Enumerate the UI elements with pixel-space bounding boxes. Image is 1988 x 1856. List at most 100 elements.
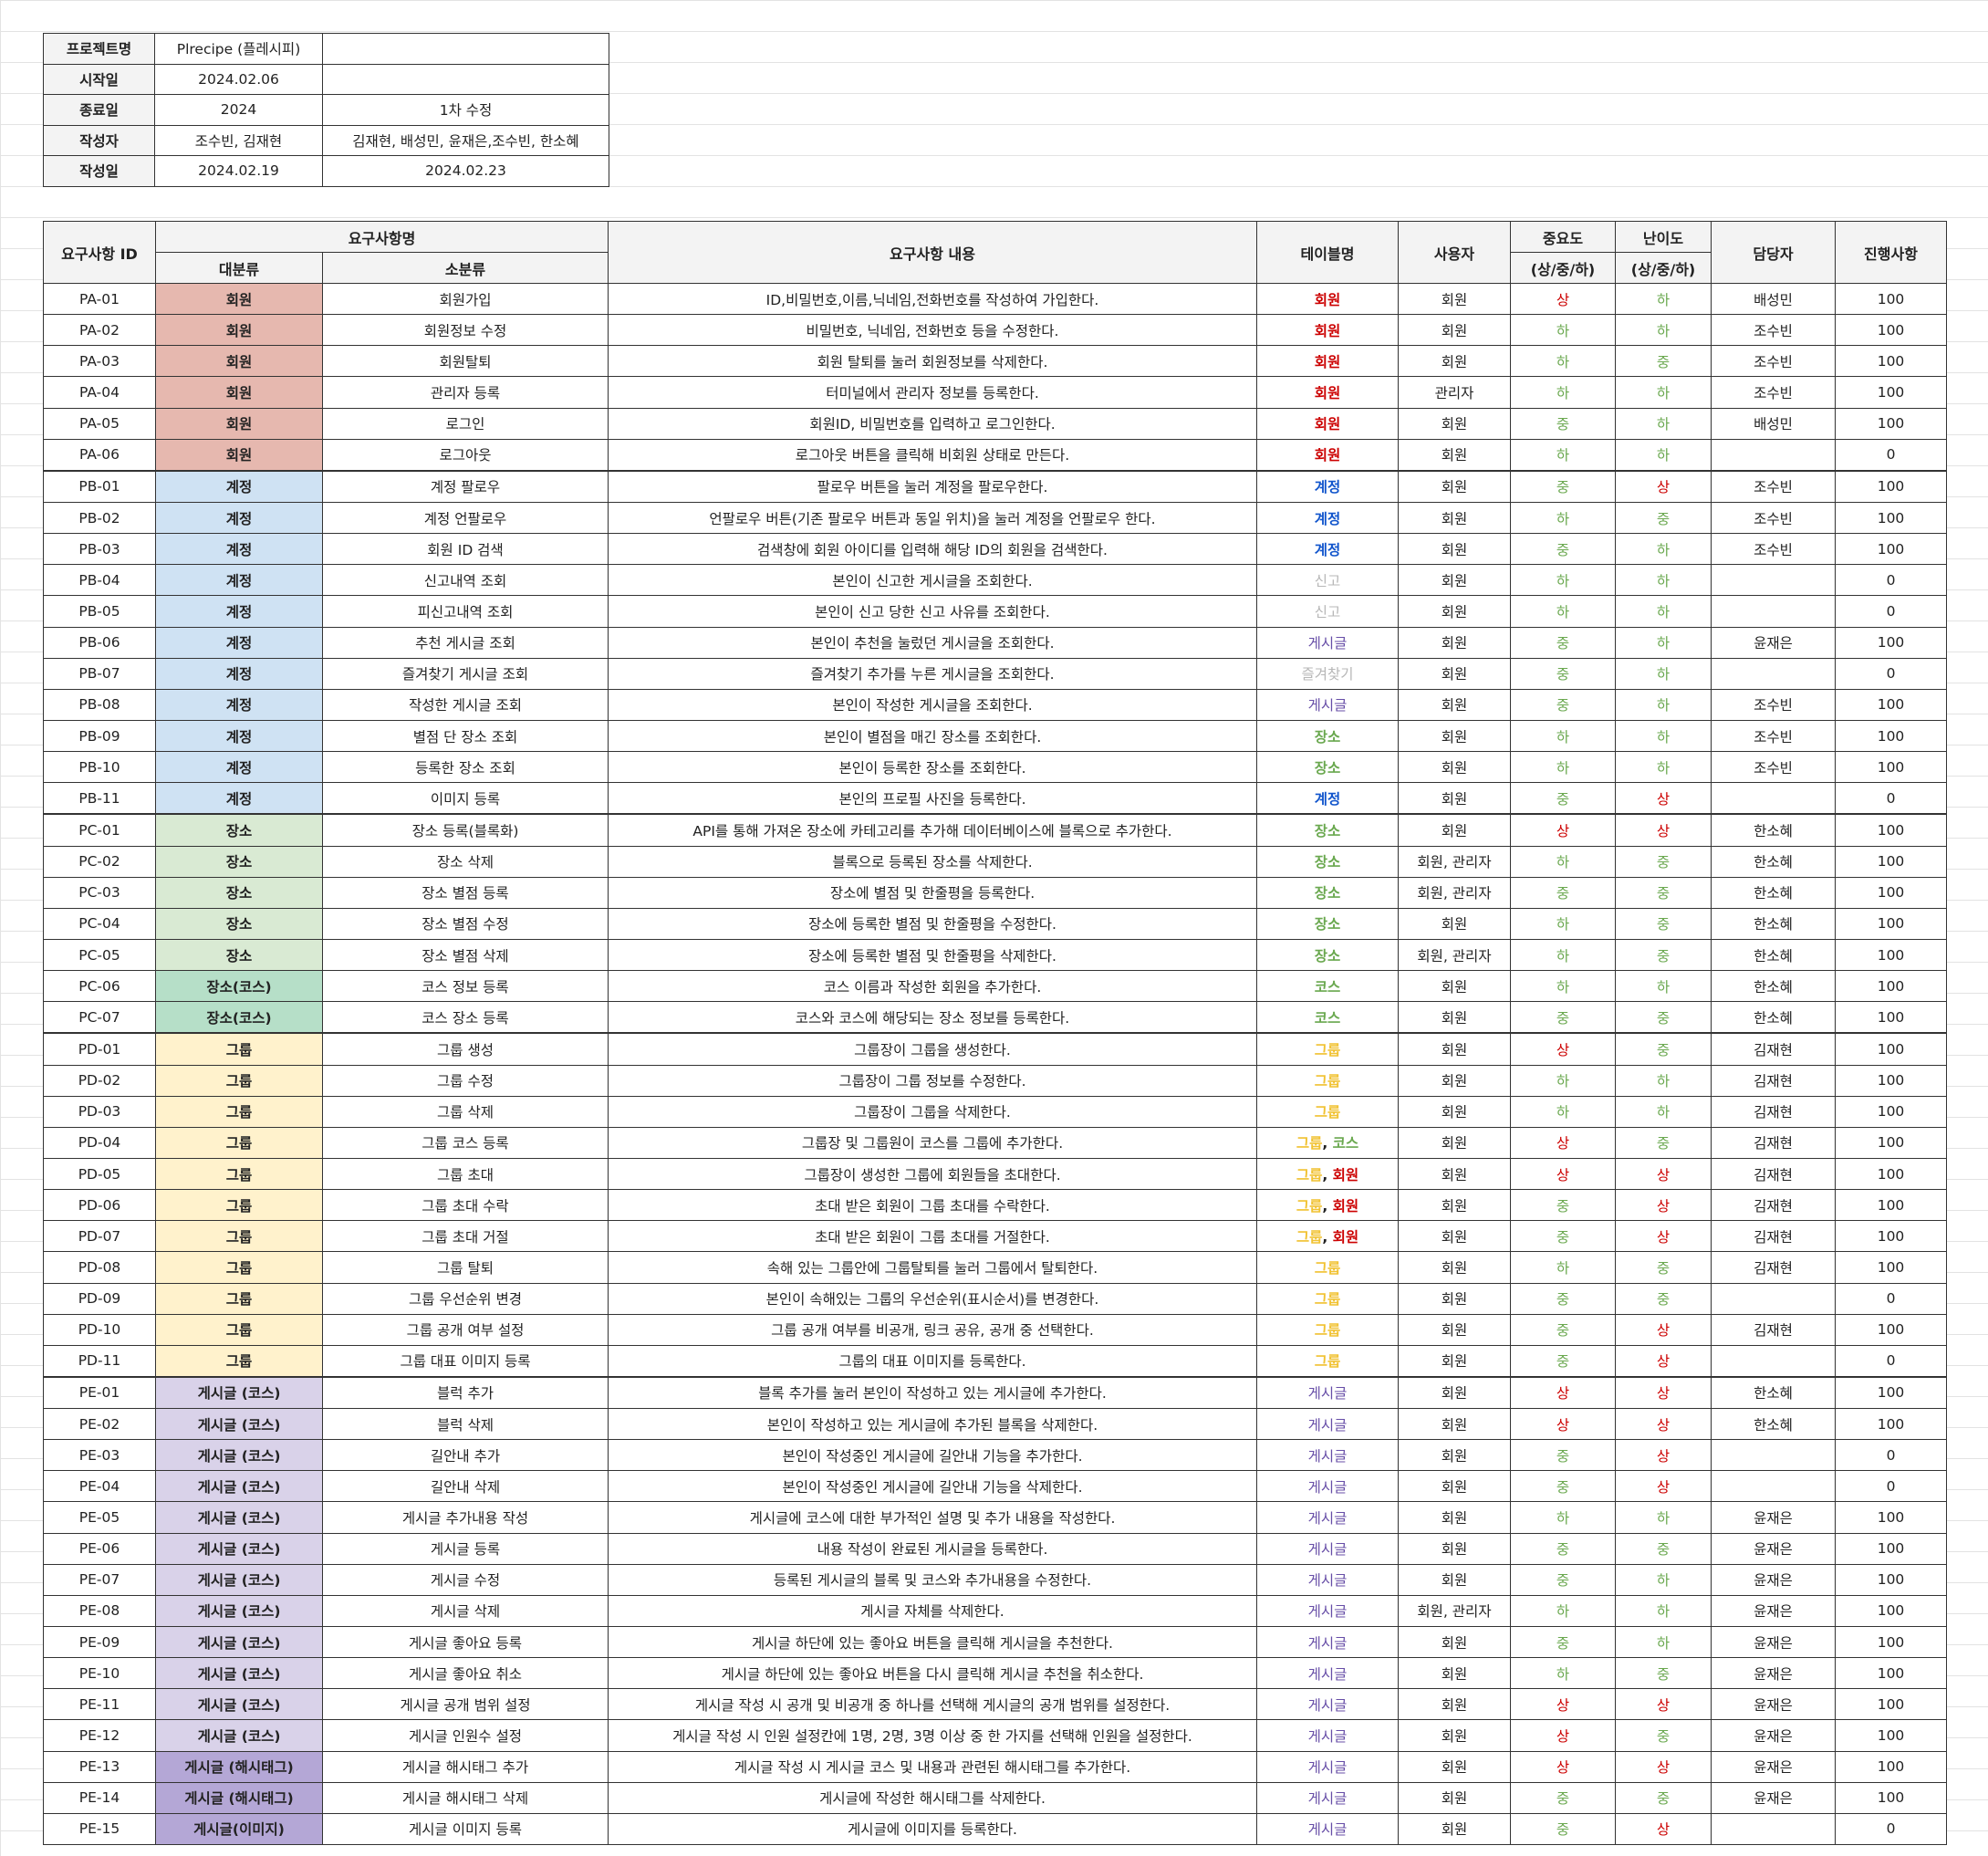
- category-cell[interactable]: 장소: [155, 845, 323, 878]
- importance-cell[interactable]: 중: [1510, 1563, 1616, 1596]
- subcategory-cell[interactable]: 피신고내역 조회: [322, 595, 609, 628]
- table-name-cell[interactable]: 신고: [1256, 564, 1399, 597]
- user-cell[interactable]: 회원: [1398, 688, 1511, 721]
- category-cell[interactable]: 게시글 (코스): [155, 1657, 323, 1690]
- category-cell[interactable]: 장소: [155, 876, 323, 909]
- subcategory-cell[interactable]: 그룹 초대: [322, 1157, 609, 1191]
- requirement-content[interactable]: 등록된 게시글의 블록 및 코스와 추가내용을 수정한다.: [608, 1563, 1257, 1596]
- progress-cell[interactable]: 0: [1835, 564, 1947, 597]
- requirement-id[interactable]: PB-02: [43, 501, 156, 535]
- requirement-id[interactable]: PD-08: [43, 1251, 156, 1284]
- difficulty-cell[interactable]: 중: [1615, 1251, 1712, 1284]
- owner-cell[interactable]: 윤재은: [1711, 1781, 1836, 1814]
- requirement-id[interactable]: PD-10: [43, 1313, 156, 1346]
- requirement-content[interactable]: 게시글 작성 시 인원 설정칸에 1명, 2명, 3명 이상 중 한 가지를 선…: [608, 1719, 1257, 1752]
- category-cell[interactable]: 회원: [155, 282, 323, 316]
- importance-cell[interactable]: 중: [1510, 782, 1616, 815]
- category-cell[interactable]: 게시글 (코스): [155, 1501, 323, 1534]
- subcategory-cell[interactable]: 장소 삭제: [322, 845, 609, 878]
- table-name-cell[interactable]: 그룹: [1256, 1064, 1399, 1097]
- progress-cell[interactable]: 100: [1835, 1032, 1947, 1066]
- subcategory-cell[interactable]: 길안내 추가: [322, 1439, 609, 1472]
- importance-cell[interactable]: 하: [1510, 1501, 1616, 1534]
- requirement-id[interactable]: PB-04: [43, 564, 156, 597]
- user-cell[interactable]: 회원: [1398, 1157, 1511, 1191]
- requirement-content[interactable]: 내용 작성이 완료된 게시글을 등록한다.: [608, 1532, 1257, 1565]
- importance-cell[interactable]: 하: [1510, 1251, 1616, 1284]
- subcategory-cell[interactable]: 그룹 대표 이미지 등록: [322, 1344, 609, 1378]
- progress-cell[interactable]: 100: [1835, 1375, 1947, 1410]
- subcategory-cell[interactable]: 즐겨찾기 게시글 조회: [322, 657, 609, 690]
- user-cell[interactable]: 회원: [1398, 1439, 1511, 1472]
- category-cell[interactable]: 계정: [155, 469, 323, 503]
- user-cell[interactable]: 회원: [1398, 1719, 1511, 1752]
- importance-cell[interactable]: 상: [1510, 1719, 1616, 1752]
- subcategory-cell[interactable]: 계정 언팔로우: [322, 501, 609, 535]
- requirement-id[interactable]: PC-06: [43, 970, 156, 1003]
- importance-cell[interactable]: 상: [1510, 813, 1616, 847]
- importance-cell[interactable]: 상: [1510, 1375, 1616, 1410]
- requirement-content[interactable]: 장소에 별점 및 한줄평을 등록한다.: [608, 876, 1257, 909]
- category-cell[interactable]: 회원: [155, 314, 323, 347]
- user-cell[interactable]: 회원: [1398, 1189, 1511, 1222]
- table-name-cell[interactable]: 그룹: [1256, 1032, 1399, 1066]
- progress-cell[interactable]: 100: [1835, 282, 1947, 316]
- user-cell[interactable]: 회원: [1398, 1251, 1511, 1284]
- owner-cell[interactable]: 조수빈: [1711, 688, 1836, 721]
- category-cell[interactable]: 계정: [155, 688, 323, 721]
- category-cell[interactable]: 게시글 (코스): [155, 1470, 323, 1503]
- importance-cell[interactable]: 상: [1510, 1750, 1616, 1783]
- progress-cell[interactable]: 100: [1835, 1157, 1947, 1191]
- user-cell[interactable]: 회원: [1398, 813, 1511, 847]
- category-cell[interactable]: 그룹: [155, 1157, 323, 1191]
- user-cell[interactable]: 관리자: [1398, 376, 1511, 409]
- category-cell[interactable]: 장소: [155, 813, 323, 847]
- category-cell[interactable]: 계정: [155, 533, 323, 566]
- owner-cell[interactable]: 한소혜: [1711, 907, 1836, 940]
- subcategory-cell[interactable]: 게시글 공개 범위 설정: [322, 1688, 609, 1721]
- importance-cell[interactable]: 하: [1510, 376, 1616, 409]
- owner-cell[interactable]: 윤재은: [1711, 1563, 1836, 1596]
- owner-cell[interactable]: 한소혜: [1711, 1001, 1836, 1034]
- table-name-cell[interactable]: 게시글: [1256, 1812, 1399, 1846]
- requirement-content[interactable]: 본인이 작성중인 게시글에 길안내 기능을 삭제한다.: [608, 1470, 1257, 1503]
- progress-cell[interactable]: 100: [1835, 1001, 1947, 1034]
- difficulty-cell[interactable]: 하: [1615, 970, 1712, 1003]
- difficulty-cell[interactable]: 상: [1615, 1344, 1712, 1378]
- progress-cell[interactable]: 100: [1835, 938, 1947, 972]
- importance-cell[interactable]: 하: [1510, 970, 1616, 1003]
- info-note[interactable]: 1차 수정: [322, 94, 609, 126]
- difficulty-cell[interactable]: 하: [1615, 1501, 1712, 1534]
- progress-cell[interactable]: 100: [1835, 1719, 1947, 1752]
- user-cell[interactable]: 회원: [1398, 1064, 1511, 1097]
- user-cell[interactable]: 회원: [1398, 1750, 1511, 1783]
- subcategory-cell[interactable]: 그룹 공개 여부 설정: [322, 1313, 609, 1346]
- requirement-content[interactable]: 그룹장이 그룹 정보를 수정한다.: [608, 1064, 1257, 1097]
- requirement-content[interactable]: 팔로우 버튼을 눌러 계정을 팔로우한다.: [608, 469, 1257, 503]
- subcategory-cell[interactable]: 그룹 수정: [322, 1064, 609, 1097]
- difficulty-cell[interactable]: 중: [1615, 501, 1712, 535]
- progress-cell[interactable]: 0: [1835, 1344, 1947, 1378]
- subcategory-cell[interactable]: 게시글 좋아요 등록: [322, 1626, 609, 1659]
- subcategory-cell[interactable]: 추천 게시글 조회: [322, 626, 609, 659]
- importance-cell[interactable]: 상: [1510, 1032, 1616, 1066]
- requirement-id[interactable]: PD-01: [43, 1032, 156, 1066]
- importance-cell[interactable]: 하: [1510, 907, 1616, 940]
- requirement-id[interactable]: PE-08: [43, 1594, 156, 1628]
- table-name-cell[interactable]: 게시글: [1256, 1626, 1399, 1659]
- progress-cell[interactable]: 100: [1835, 1781, 1947, 1814]
- table-name-cell[interactable]: 회원: [1256, 376, 1399, 409]
- requirement-id[interactable]: PB-10: [43, 751, 156, 784]
- table-name-cell[interactable]: 그룹, 회원: [1256, 1157, 1399, 1191]
- progress-cell[interactable]: 100: [1835, 1189, 1947, 1222]
- user-cell[interactable]: 회원: [1398, 1532, 1511, 1565]
- subcategory-cell[interactable]: 그룹 생성: [322, 1032, 609, 1066]
- requirement-content[interactable]: 비밀번호, 닉네임, 전화번호 등을 수정한다.: [608, 314, 1257, 347]
- table-name-cell[interactable]: 계정: [1256, 782, 1399, 815]
- user-cell[interactable]: 회원: [1398, 1470, 1511, 1503]
- requirement-content[interactable]: 초대 받은 회원이 그룹 초대를 수락한다.: [608, 1189, 1257, 1222]
- requirement-content[interactable]: 블록 추가를 눌러 본인이 작성하고 있는 게시글에 추가한다.: [608, 1375, 1257, 1410]
- difficulty-cell[interactable]: 상: [1615, 1313, 1712, 1346]
- difficulty-cell[interactable]: 중: [1615, 1032, 1712, 1066]
- difficulty-cell[interactable]: 상: [1615, 1408, 1712, 1441]
